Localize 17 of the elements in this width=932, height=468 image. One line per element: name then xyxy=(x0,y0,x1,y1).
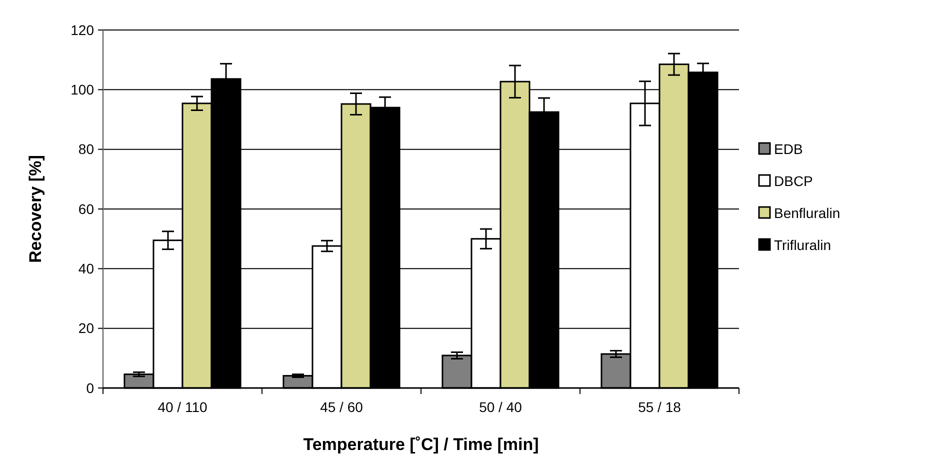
legend-label: EDB xyxy=(774,140,803,157)
x-tick-label: 45 / 60 xyxy=(320,399,364,415)
x-tick-label: 55 / 18 xyxy=(638,399,682,415)
legend-label: DBCP xyxy=(774,172,813,189)
x-tick-label: 50 / 40 xyxy=(479,399,522,415)
legend-label: Benfluralin xyxy=(774,204,840,221)
y-tick-label: 120 xyxy=(70,22,94,38)
y-tick-label: 60 xyxy=(78,200,94,217)
y-axis-title: Recovery [%] xyxy=(26,155,45,263)
x-axis-title: Temperature [˚C] / Time [min] xyxy=(303,435,539,454)
y-tick-label: 20 xyxy=(78,320,94,336)
y-tick-label: 40 xyxy=(78,260,94,277)
y-tick-label: 100 xyxy=(70,82,94,98)
y-tick-label: 80 xyxy=(78,141,94,158)
y-tick-label: 0 xyxy=(86,380,94,396)
x-tick-label: 40 / 110 xyxy=(158,399,208,415)
legend-label: Trifluralin xyxy=(774,236,832,253)
